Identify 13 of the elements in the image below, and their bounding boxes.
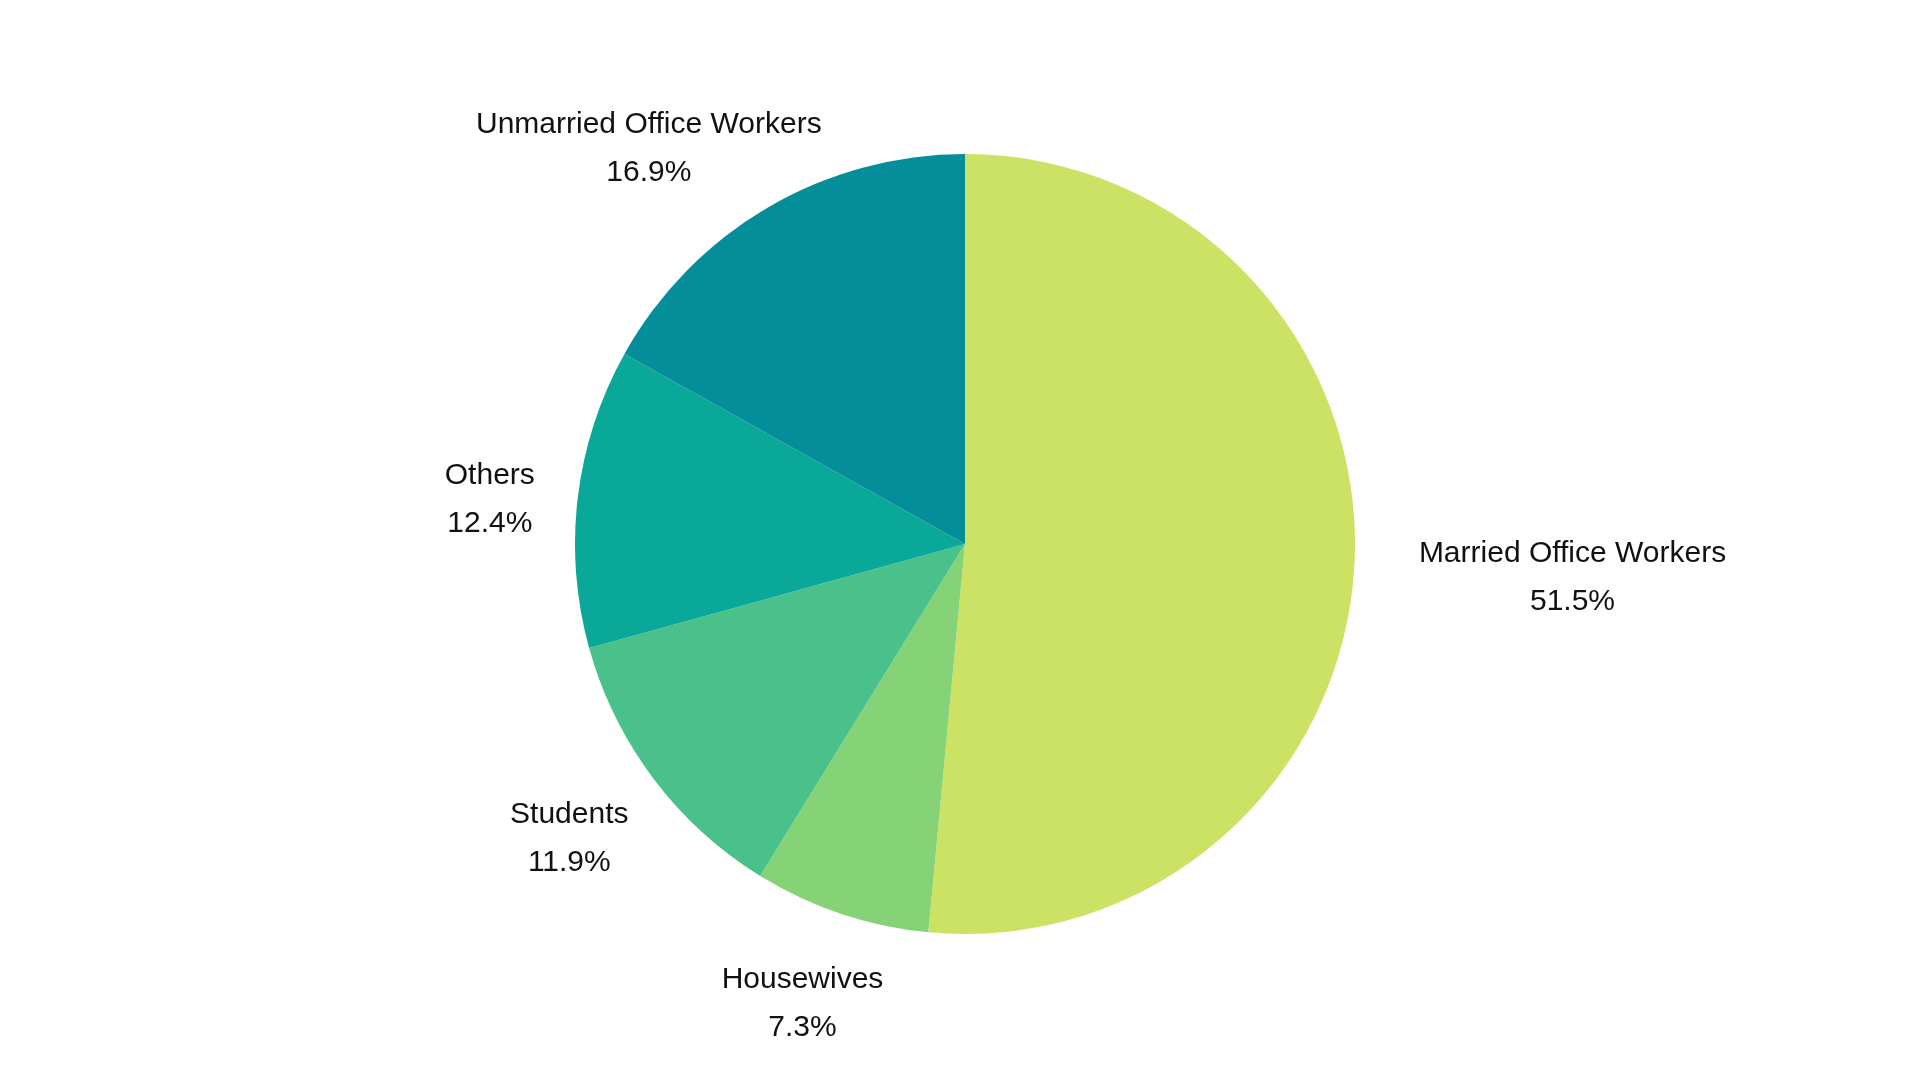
data-label: 51.5% [1529,583,1616,617]
slice-label: Married Office Workers [1418,535,1727,569]
pie-slice [760,544,965,933]
data-label: 11.9% [527,844,611,878]
data-label: 7.3% [768,1008,837,1042]
pie-slice [575,353,965,649]
slice-label: Unmarried Office Workers [476,105,822,139]
slice-label: Housewives [721,960,884,994]
slice-label: Others [444,456,535,490]
slice-label: Students [510,796,629,830]
data-label: 16.9% [606,153,692,187]
pie-slice [928,154,1355,934]
data-label: 12.4% [447,504,533,538]
